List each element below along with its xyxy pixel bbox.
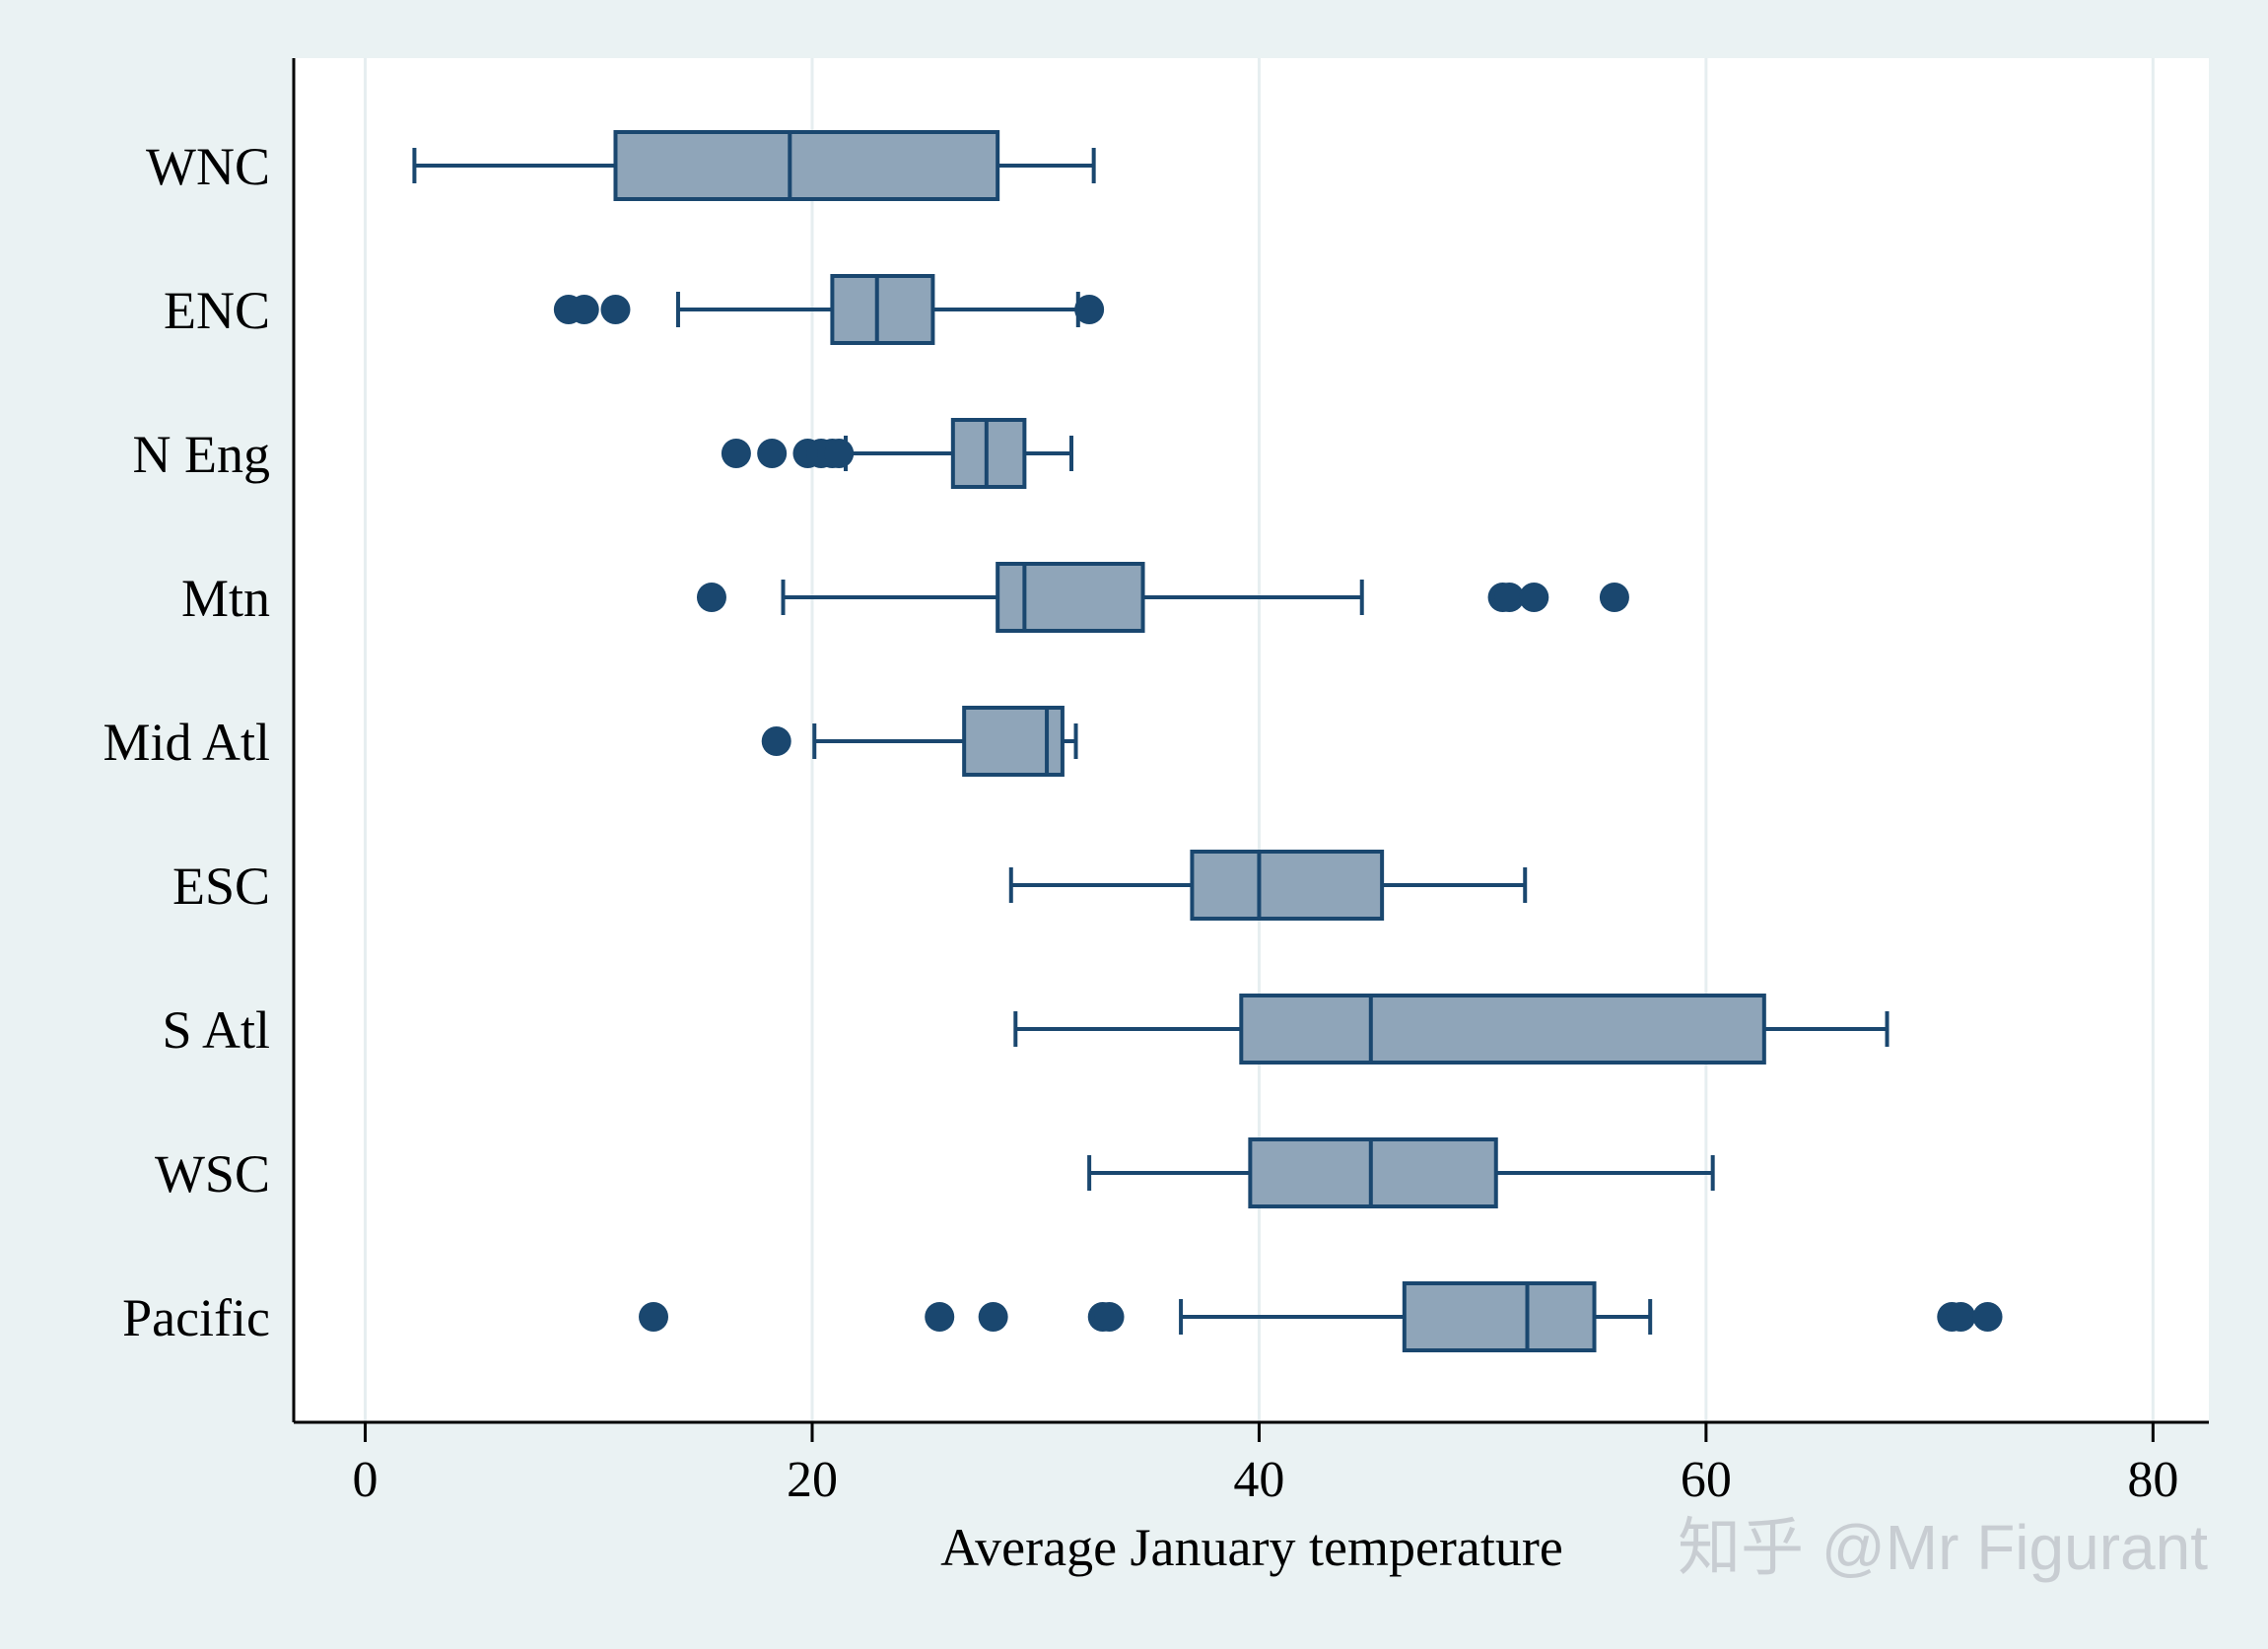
x-tick-label-0: 0 [353,1452,378,1508]
outlier-point-mtn-0 [696,583,726,612]
box-group-n-eng [721,418,1073,489]
outlier-point-enc-1 [569,295,599,324]
y-axis-category-labels: WNC ENC N Eng Mtn Mid Atl ESC S Atl WSC Pacific [103,137,270,1347]
y-category-label-wnc: WNC [146,137,270,196]
outlier-point-mtn-2 [1494,583,1525,612]
box-group-mid-atl [761,706,1078,777]
iqr-box-wnc [613,130,1000,201]
y-category-label-enc: ENC [164,281,270,340]
outlier-point-pacific-7 [1972,1302,2003,1332]
box-group-wnc [412,130,1096,201]
box-group-wsc [1087,1137,1715,1208]
outlier-point-n-eng-1 [757,439,788,468]
box-group-esc [1008,850,1528,921]
y-category-label-n-eng: N Eng [133,425,270,484]
outlier-point-mtn-3 [1519,583,1549,612]
outlier-point-pacific-6 [1946,1302,1976,1332]
box-group-pacific [639,1281,2003,1352]
y-category-label-pacific: Pacific [122,1288,270,1347]
outlier-point-pacific-2 [978,1302,1008,1332]
y-category-label-mtn: Mtn [181,569,270,628]
x-tick-label-40: 40 [1233,1452,1284,1508]
iqr-box-enc [830,274,935,345]
iqr-box-pacific [1402,1281,1597,1352]
y-category-label-mid-atl: Mid Atl [103,713,270,772]
x-axis-ticks: 0 20 40 60 80 [353,1422,2178,1508]
outlier-point-pacific-1 [925,1302,955,1332]
outlier-point-pacific-0 [639,1302,669,1332]
outlier-point-n-eng-0 [721,439,751,468]
x-tick-label-80: 80 [2127,1452,2178,1508]
iqr-box-n-eng [950,418,1027,489]
x-axis-title: Average January temperature [940,1518,1563,1577]
box-group-mtn [696,562,1629,633]
iqr-box-esc [1190,850,1385,921]
outlier-point-enc-2 [600,295,631,324]
outlier-point-mtn-4 [1599,583,1629,612]
y-category-label-s-atl: S Atl [162,1000,270,1060]
y-category-label-wsc: WSC [155,1144,270,1203]
outlier-point-n-eng-5 [824,439,855,468]
x-tick-label-60: 60 [1681,1452,1732,1508]
box-group-s-atl [1013,994,1890,1065]
iqr-box-s-atl [1239,994,1766,1065]
y-category-label-esc: ESC [172,857,270,916]
outlier-point-mid-atl-0 [761,726,791,756]
box-series [412,130,2003,1352]
iqr-box-mtn [996,562,1145,633]
outlier-point-pacific-4 [1094,1302,1125,1332]
box-group-enc [553,274,1105,345]
plot-area [294,58,2209,1422]
watermark-text: 知乎 @Mr Figurant [1678,1512,2208,1583]
iqr-box-wsc [1248,1137,1498,1208]
x-tick-label-20: 20 [787,1452,838,1508]
outlier-point-enc-3 [1074,295,1105,324]
